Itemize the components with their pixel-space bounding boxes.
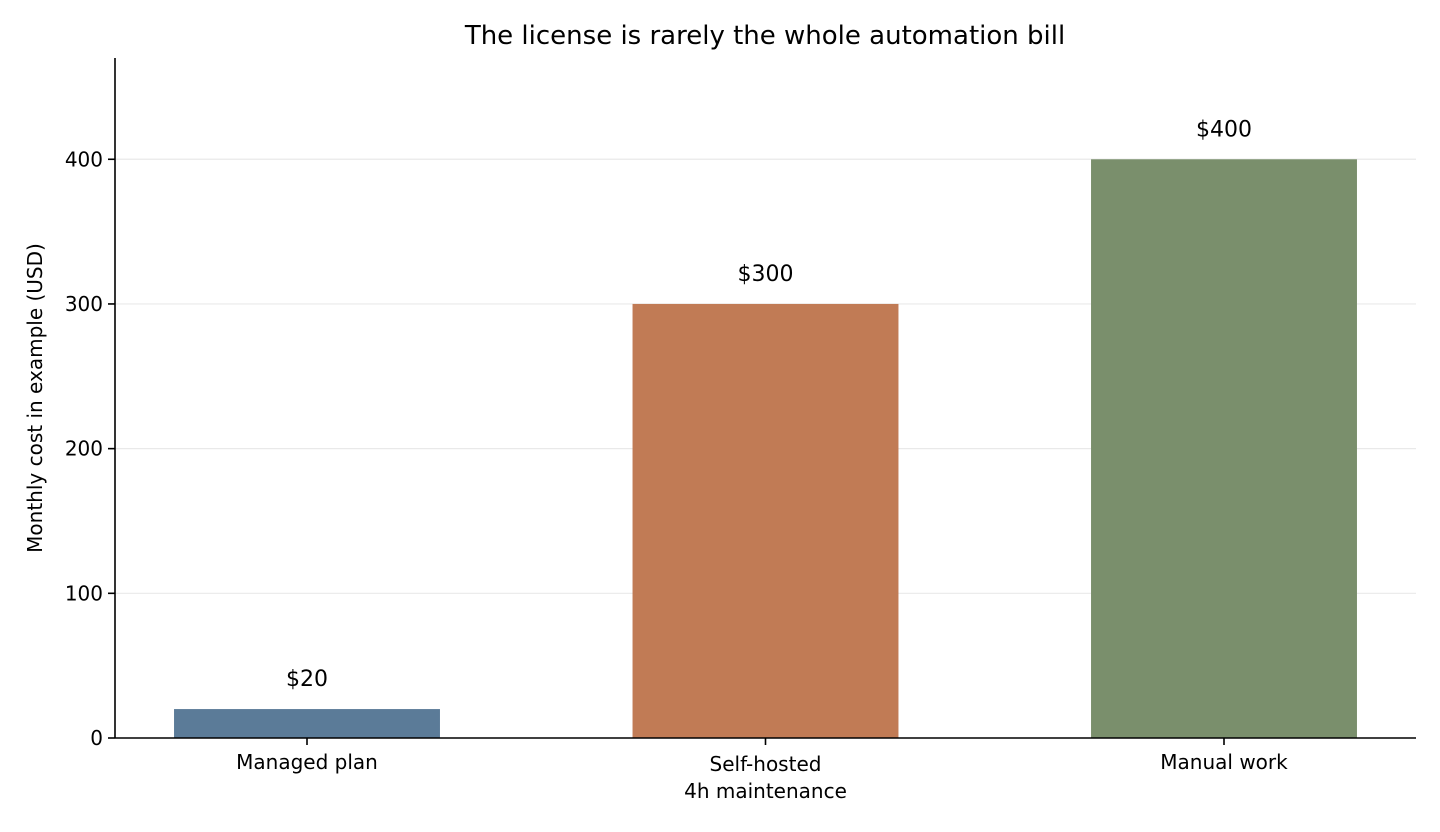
bar <box>1091 159 1357 738</box>
bar <box>174 709 440 738</box>
y-tick-label: 400 <box>65 147 103 171</box>
x-ticks: Managed plan Self-hosted 4h maintenance Man… <box>236 738 1288 803</box>
y-tick-label: 300 <box>65 292 103 316</box>
chart-title: The license is rarely the whole automati… <box>464 21 1065 51</box>
bar-value-label: $400 <box>1196 117 1252 142</box>
bar-value-label: $20 <box>286 667 328 692</box>
x-tick-label: Self-hosted <box>710 752 822 776</box>
y-tick-label: 200 <box>65 437 103 461</box>
x-tick-label: Managed plan <box>236 750 378 774</box>
y-ticks: 0 100 200 300 400 <box>65 147 115 750</box>
bars <box>174 159 1357 738</box>
y-tick-label: 100 <box>65 581 103 605</box>
bar-value-label: $300 <box>738 262 794 287</box>
x-tick-label: Manual work <box>1160 750 1288 774</box>
y-axis-label: Monthly cost in example (USD) <box>23 243 47 553</box>
bar-value-labels: $20 $300 $400 <box>286 117 1252 692</box>
y-tick-label: 0 <box>90 726 103 750</box>
bar <box>632 303 899 738</box>
x-tick-label: 4h maintenance <box>684 779 847 803</box>
